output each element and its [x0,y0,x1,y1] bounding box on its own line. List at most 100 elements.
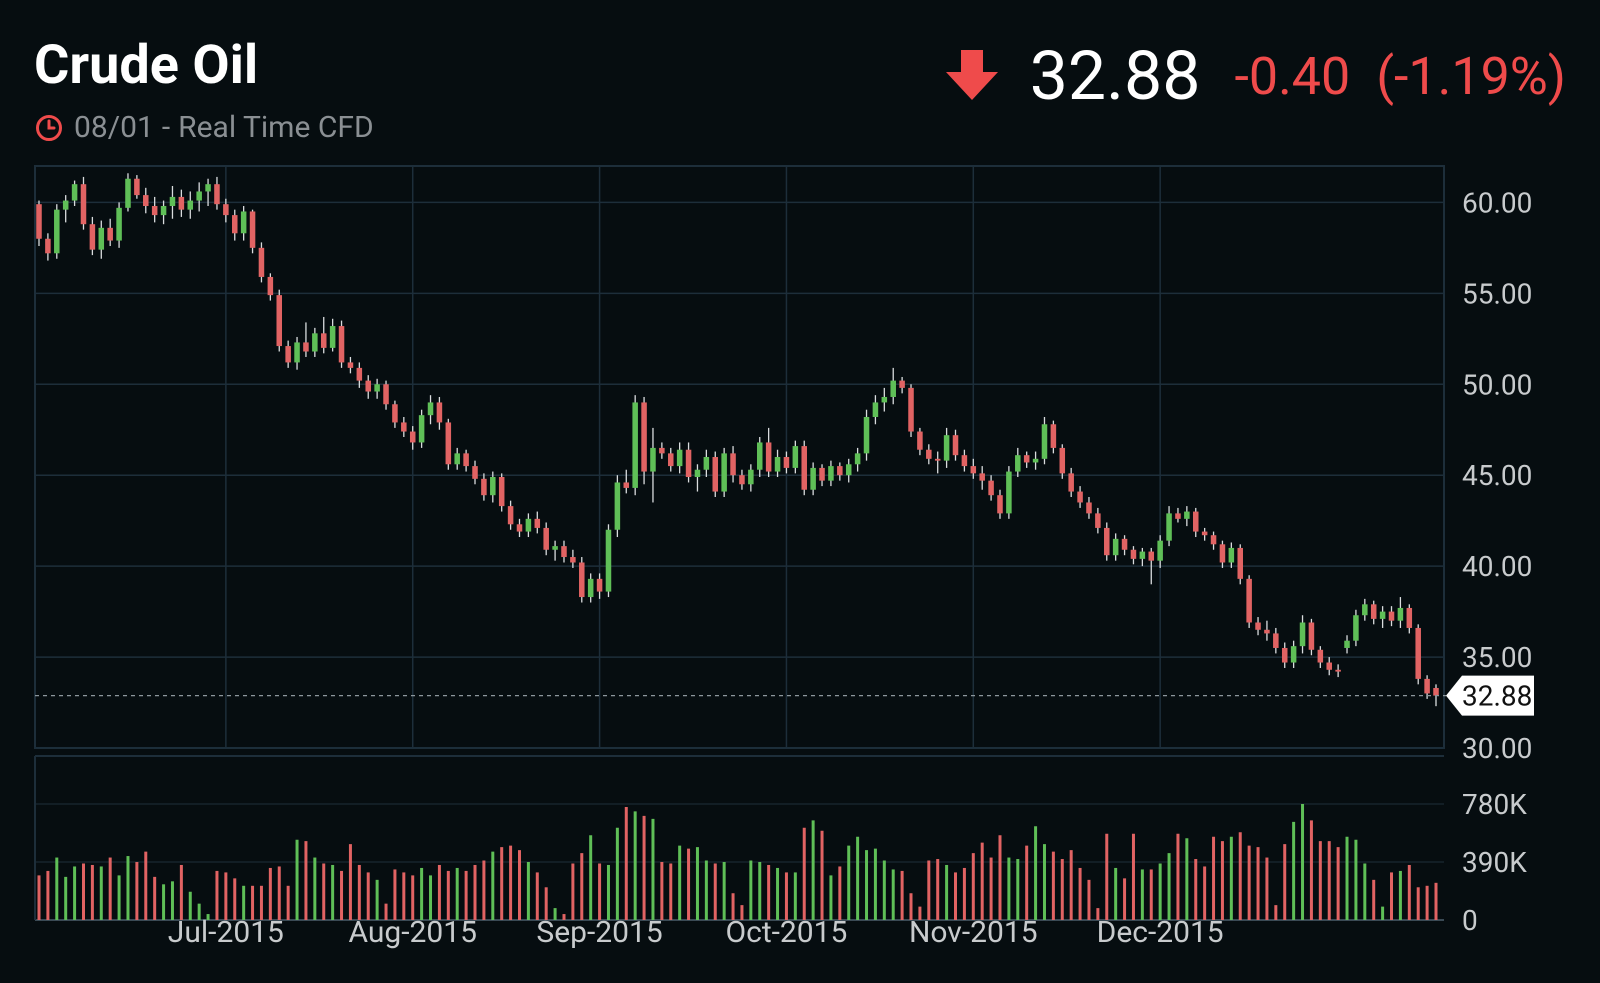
candle [249,209,256,254]
candle-body [498,477,505,507]
candle-body [392,404,398,423]
candle-body [1433,687,1439,696]
candle-body [436,402,443,423]
price-block: 32.88 -0.40 (-1.19%) [944,36,1566,116]
candle-body [801,446,807,490]
candle-body [1335,669,1341,672]
date-tick-label: Nov-2015 [909,915,1038,950]
candle-body [1104,527,1110,556]
candle [1166,506,1172,547]
candle [169,186,176,219]
candle-body [276,295,283,347]
candle [596,573,603,599]
candle-body [1353,615,1359,641]
candle [151,196,158,223]
candle [1397,597,1404,628]
candle [1041,416,1048,465]
candle [952,429,959,461]
candle [267,273,274,301]
candle-body [383,384,389,405]
volume-tick-label: 780K [1462,788,1527,821]
candle-body [1246,578,1252,623]
candle-body [418,415,425,443]
candle-body [214,184,220,205]
candle [1219,540,1226,568]
candle [178,189,185,217]
candle [854,447,861,472]
candle [1192,507,1199,538]
candle-body [267,276,274,296]
candle-body [890,380,896,397]
chart-grid [34,165,1445,921]
candle [1237,544,1244,585]
candle-body [703,457,710,470]
price-tick-label: 60.00 [1462,186,1532,219]
candle-body [828,466,834,481]
candle [1023,451,1030,468]
candle-body [1015,455,1021,472]
candle-body [774,457,781,472]
candle [276,289,283,352]
candle [1379,606,1386,628]
candle [347,356,354,374]
candle-body [712,457,719,492]
candle [214,176,220,210]
candle-body [187,200,194,210]
candle [819,464,825,487]
volume-series [37,804,1438,920]
candle [1362,598,1368,621]
candle [1281,642,1288,668]
candle-body [837,466,843,476]
candle [828,460,834,487]
candle [801,440,807,496]
candle-body [258,247,265,277]
candle [445,418,452,470]
candle [409,426,416,450]
candle [641,396,647,485]
candle-body [552,546,558,550]
candle-body [454,453,460,465]
candle [668,447,674,472]
candle-body [721,453,727,492]
candle [872,395,879,425]
candle-body [1148,551,1155,561]
candle [463,449,469,472]
candle [1228,542,1235,568]
candle [961,449,968,472]
candle [223,198,229,223]
candle [917,427,923,456]
price-tick-label: 45.00 [1462,459,1532,492]
candle-body [356,367,363,381]
candle [899,376,905,394]
price-change-percent: (-1.19%) [1376,45,1566,107]
candle-body [579,562,585,598]
candle-body [472,466,478,479]
candle-body [676,449,683,467]
candle-body [943,435,950,461]
candle-body [623,482,630,488]
candle [1175,507,1181,523]
candle [125,173,131,212]
candle [374,378,380,399]
candle [62,195,69,223]
candle-body [819,467,825,481]
candle [1104,522,1110,561]
candle-body [694,469,701,478]
candle-body [854,453,861,465]
candle [650,427,656,503]
candle-body [1192,511,1199,532]
candle [36,200,42,247]
candle [490,471,496,503]
candle-body [1121,538,1128,550]
candle [71,180,78,207]
last-price-tag-label: 32.88 [1462,680,1532,713]
volume-axis: 780K 390K 0 [1462,788,1527,937]
candle [196,182,202,212]
candle-body [1255,622,1261,630]
candle-body [1370,604,1377,619]
candle [863,409,870,461]
candle [1415,624,1421,685]
candle [392,400,398,428]
candle-body [71,184,78,201]
